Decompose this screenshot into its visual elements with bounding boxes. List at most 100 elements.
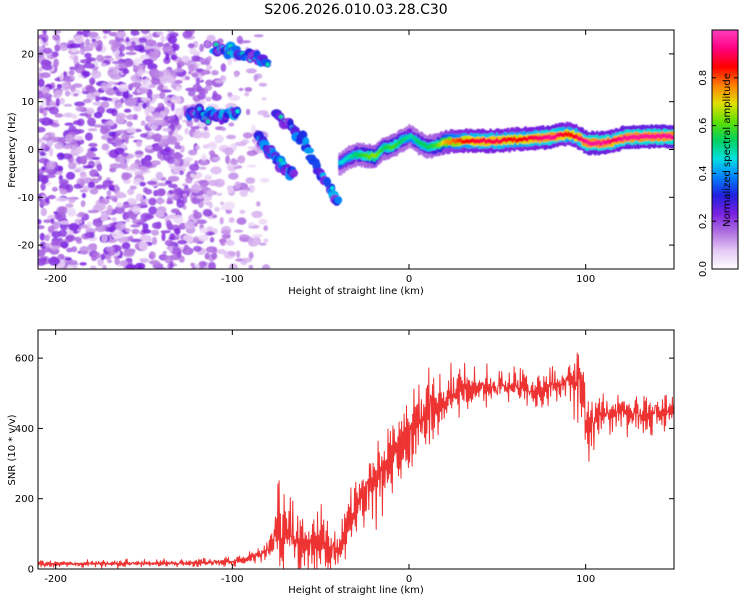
ridge-core <box>392 144 395 150</box>
noise-blob <box>127 188 135 196</box>
noise-blob <box>44 234 50 242</box>
ridge-core <box>524 136 527 141</box>
noise-blob <box>87 243 97 251</box>
ridge-core <box>546 135 549 140</box>
noise-blob <box>130 82 142 88</box>
noise-blob <box>63 71 67 77</box>
noise-blob <box>263 225 269 232</box>
ridge-core <box>459 137 462 143</box>
noise-blob <box>206 34 216 42</box>
noise-blob <box>227 185 234 194</box>
ridge-core <box>667 133 670 138</box>
noise-blob <box>126 121 133 127</box>
noise-blob <box>41 98 47 107</box>
noise-blob <box>54 44 61 52</box>
ridge-core <box>626 136 629 141</box>
noise-blob <box>201 154 207 162</box>
noise-blob <box>117 191 126 199</box>
noise-blob <box>160 105 165 112</box>
ridge-core <box>400 139 403 144</box>
ridge-core <box>374 153 378 158</box>
ridge-core <box>351 154 354 159</box>
noise-blob <box>55 197 68 202</box>
ridge-core <box>395 142 398 147</box>
ridge-core <box>443 140 446 145</box>
noise-blob <box>185 248 190 254</box>
noise-blob <box>57 152 65 161</box>
noise-blob <box>165 52 170 62</box>
ridge-core <box>355 153 359 158</box>
noise-blob <box>262 114 271 118</box>
noise-blob <box>144 154 152 162</box>
noise-blob <box>45 196 50 204</box>
noise-blob <box>142 218 147 223</box>
noise-blob <box>68 125 77 134</box>
noise-blob <box>167 175 180 182</box>
ridge-core <box>379 148 383 153</box>
ridge-core <box>648 134 651 139</box>
ridge-core <box>487 138 491 143</box>
noise-blob <box>59 43 69 52</box>
noise-blob <box>220 127 227 131</box>
ridge-core <box>653 134 656 140</box>
noise-blob <box>170 95 182 104</box>
noise-blob <box>136 221 146 226</box>
ridge-core <box>530 135 534 140</box>
ridge-core <box>478 139 481 144</box>
noise-blob <box>65 234 76 242</box>
ridge-core <box>476 139 480 144</box>
noise-blob <box>211 70 219 76</box>
trace-core <box>265 62 270 67</box>
noise-blob <box>205 96 212 102</box>
noise-blob <box>174 79 183 84</box>
ridge-core <box>616 136 619 142</box>
noise-blob <box>213 178 225 188</box>
noise-blob <box>228 217 235 224</box>
noise-blob <box>42 134 50 139</box>
noise-blob <box>253 74 259 82</box>
noise-blob <box>261 264 271 269</box>
spectrogram-xlabel: Height of straight line (km) <box>288 286 424 297</box>
snr-axes: -200 -100 0 100 0 200 400 600 <box>15 330 674 585</box>
ridge-core <box>657 133 661 138</box>
noise-blob <box>85 151 96 159</box>
colorbar-label: Normalized spectral amplitude <box>722 73 733 227</box>
ridge-core <box>390 144 394 150</box>
noise-blob <box>156 182 168 187</box>
ridge-core <box>638 134 642 139</box>
noise-blob <box>131 228 140 235</box>
ridge-core <box>457 138 460 144</box>
noise-blob <box>122 90 129 99</box>
ridge-core <box>502 137 505 142</box>
noise-blob <box>60 180 68 189</box>
ridge-core <box>401 137 405 142</box>
ridge-core <box>543 135 546 140</box>
noise-blob <box>253 34 264 38</box>
noise-blob <box>190 184 201 194</box>
noise-blob <box>89 169 99 178</box>
ridge-core <box>621 136 624 142</box>
trace-blob <box>304 147 314 154</box>
ridge-core <box>449 140 452 145</box>
noise-blob <box>166 135 178 145</box>
noise-blob <box>38 67 43 72</box>
noise-blob <box>102 264 107 269</box>
noise-blob <box>225 155 231 165</box>
noise-blob <box>156 42 164 48</box>
ridge-core <box>429 144 432 149</box>
ridge-core <box>456 138 459 143</box>
ridge-core <box>537 136 540 141</box>
noise-blob <box>251 234 263 238</box>
ridge-core <box>405 135 408 140</box>
noise-blob <box>38 45 45 52</box>
ridge-core <box>662 133 666 138</box>
noise-blob <box>159 75 168 85</box>
noise-blob <box>115 101 123 109</box>
ridge-core <box>519 137 522 142</box>
noise-blob <box>182 193 187 198</box>
noise-blob <box>133 113 138 121</box>
noise-blob <box>48 100 56 106</box>
ridge-core <box>526 137 529 142</box>
noise-blob <box>160 35 166 43</box>
